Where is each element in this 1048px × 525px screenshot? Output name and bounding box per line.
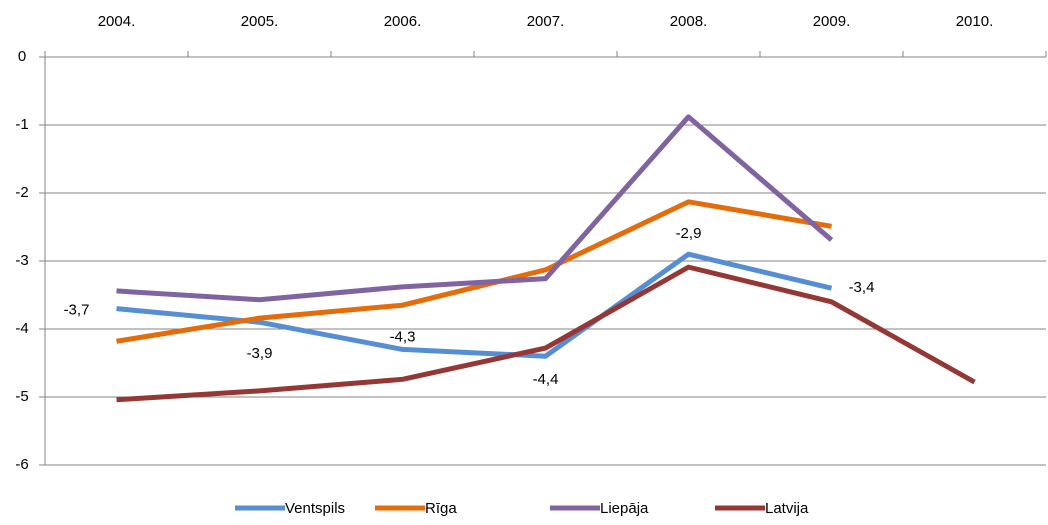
legend-label: Latvija [765,500,809,517]
y-tick-label: -5 [15,388,28,405]
legend-label: Liepāja [600,500,649,517]
y-tick-label: -2 [15,184,28,201]
y-tick-label: -4 [15,320,28,337]
data-label: -3,7 [64,302,90,319]
x-tick-label: 2006. [384,13,422,30]
data-label: -4,4 [533,371,559,388]
x-tick-label: 2010. [956,13,994,30]
line [116,264,976,403]
y-tick-label: 0 [18,48,26,65]
line [116,251,833,359]
x-tick-label: 2005. [241,13,279,30]
y-tick-label: -6 [15,456,28,473]
data-label: -3,9 [247,345,273,362]
y-tick-label: -3 [15,252,28,269]
y-tick-label: -1 [15,116,28,133]
data-label: -2,9 [676,225,702,242]
data-label: -4,3 [390,328,416,345]
legend-label: Ventspils [285,500,345,517]
line [116,199,832,344]
line [116,114,834,303]
x-tick-label: 2007. [527,13,565,30]
x-tick-label: 2008. [670,13,708,30]
data-label: -3,4 [849,279,875,296]
x-tick-label: 2004. [98,13,136,30]
x-tick-label: 2009. [813,13,851,30]
legend-label: Rīga [425,500,457,517]
